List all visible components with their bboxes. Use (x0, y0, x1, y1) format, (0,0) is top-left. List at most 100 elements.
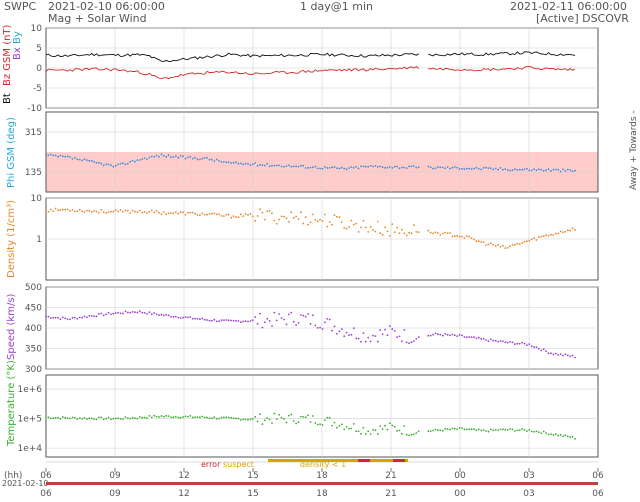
data-point-phi (516, 169, 519, 171)
data-point-phi (165, 155, 168, 158)
data-point-phi (324, 166, 326, 168)
data-point-density (562, 231, 564, 234)
data-point-density (367, 231, 370, 233)
data-point-temperature (47, 416, 50, 419)
data-point-density (516, 242, 519, 245)
data-point-phi (251, 163, 254, 166)
data-point-speed (333, 325, 336, 328)
data-point-temperature (449, 428, 451, 431)
data-point-temperature (196, 416, 199, 418)
data-point-temperature (333, 421, 336, 424)
data-point-temperature (408, 434, 410, 437)
data-point-speed (261, 326, 264, 329)
data-point-speed (177, 316, 180, 319)
data-point-speed (487, 340, 490, 343)
data-point-speed (199, 318, 201, 321)
data-point-temperature (367, 430, 370, 433)
data-point-density (463, 237, 466, 239)
data-point-speed (499, 340, 502, 342)
data-point-phi (338, 167, 341, 170)
data-point-density (408, 231, 410, 234)
ytick-label: 135 (25, 168, 42, 178)
data-point-phi (148, 156, 151, 159)
data-point-density (239, 213, 242, 216)
data-point-phi (526, 167, 528, 170)
data-point-temperature (533, 430, 535, 433)
data-point-density (487, 243, 490, 246)
data-point-speed (564, 353, 567, 356)
data-point-temperature (93, 418, 95, 420)
data-point-density (300, 211, 302, 214)
data-point-temperature (569, 436, 572, 439)
data-point-speed (470, 336, 473, 338)
data-point-phi (172, 156, 175, 158)
data-point-speed (218, 320, 221, 323)
data-point-phi (360, 165, 362, 168)
data-point-phi (78, 158, 81, 161)
data-point-speed (475, 337, 478, 340)
data-point-speed (360, 340, 362, 343)
data-point-temperature (300, 415, 302, 418)
time-tick-label-bottom: 06 (592, 489, 604, 498)
data-point-speed (554, 352, 557, 355)
data-point-speed (477, 336, 480, 339)
data-point-speed (345, 331, 348, 334)
data-point-phi (283, 166, 285, 168)
data-point-speed (415, 338, 418, 340)
data-point-density (220, 215, 223, 217)
time-tick-label-bottom: 06 (40, 489, 52, 498)
data-point-temperature (158, 416, 160, 418)
data-point-speed (523, 342, 526, 345)
data-point-temperature (328, 417, 331, 419)
data-point-phi (413, 165, 415, 167)
data-point-speed (439, 333, 442, 336)
data-point-density (244, 213, 247, 215)
data-point-density (160, 213, 163, 216)
data-point-density (107, 211, 110, 214)
data-point-temperature (441, 429, 444, 432)
data-point-phi (129, 160, 132, 163)
data-point-temperature (230, 416, 233, 419)
data-point-temperature (167, 415, 170, 417)
data-point-density (489, 242, 492, 245)
data-point-phi (244, 162, 247, 165)
data-point-speed (376, 340, 379, 343)
data-point-density (530, 238, 533, 241)
data-point-temperature (114, 417, 117, 420)
data-point-density (461, 235, 463, 238)
data-point-phi (150, 155, 153, 158)
data-point-temperature (304, 416, 307, 419)
data-point-speed (562, 354, 564, 357)
data-point-temperature (275, 418, 278, 420)
data-point-phi (432, 167, 434, 170)
data-point-temperature (564, 434, 567, 437)
data-point-temperature (547, 433, 550, 436)
data-point-phi (489, 167, 492, 170)
data-point-phi (463, 168, 466, 171)
data-point-temperature (170, 416, 172, 419)
data-point-temperature (410, 433, 413, 436)
data-point-phi (316, 167, 319, 170)
data-point-temperature (131, 416, 134, 419)
data-point-temperature (59, 417, 62, 420)
data-point-temperature (538, 431, 540, 434)
data-point-speed (309, 322, 312, 325)
data-point-temperature (396, 430, 398, 432)
data-point-phi (302, 164, 305, 167)
data-point-speed (187, 316, 189, 319)
data-point-speed (266, 317, 269, 320)
data-point-density (417, 231, 420, 234)
data-point-density (148, 210, 151, 213)
data-point-speed (290, 311, 293, 314)
data-point-speed (254, 316, 257, 318)
data-point-density (86, 209, 88, 212)
data-point-speed (126, 311, 129, 314)
time-tick-label: 06 (40, 471, 52, 481)
data-point-speed (542, 348, 545, 350)
data-point-temperature (434, 428, 437, 431)
data-point-temperature (138, 416, 141, 418)
data-point-density (114, 209, 117, 212)
data-point-phi (247, 163, 249, 165)
data-point-speed (326, 318, 329, 320)
